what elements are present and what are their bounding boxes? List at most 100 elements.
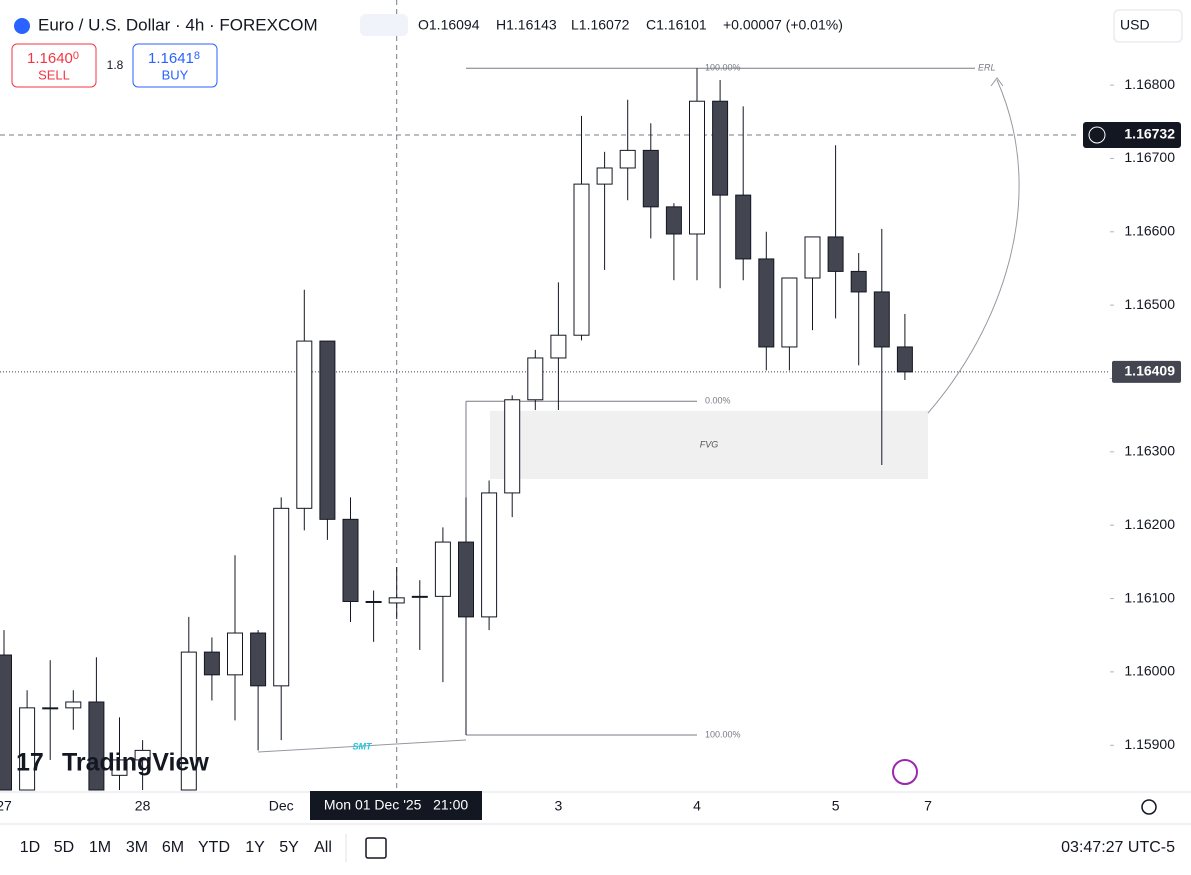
candle-body xyxy=(573,183,590,336)
candle-body xyxy=(88,701,105,791)
candle-body xyxy=(273,507,290,687)
candle-body xyxy=(735,194,752,260)
range-button[interactable]: 6M xyxy=(162,839,184,856)
erl-arrow xyxy=(927,77,1020,414)
range-button[interactable]: 5D xyxy=(54,839,74,856)
sell-button[interactable] xyxy=(11,43,97,88)
symbol-title: Euro / U.S. Dollar · 4h · FOREXCOM xyxy=(38,15,318,34)
logo-mark: 17 xyxy=(16,749,44,777)
buy-button[interactable] xyxy=(132,43,218,88)
candle-body xyxy=(296,340,313,509)
x-tick-label: Dec xyxy=(269,798,294,814)
fib-label: 0.00% xyxy=(705,396,731,406)
range-button[interactable]: 1D xyxy=(20,839,40,856)
smt-label: SMT xyxy=(353,741,374,751)
y-tick-label: 1.16300 xyxy=(1124,443,1175,459)
ohlc-open: O1.16094 xyxy=(418,17,480,33)
clock: 03:47:27 UTC-5 xyxy=(1061,839,1175,856)
range-button[interactable]: YTD xyxy=(198,839,230,856)
candle-body xyxy=(250,632,267,687)
candle-body xyxy=(458,541,474,618)
candle-body xyxy=(896,346,913,373)
y-tick-label: 1.16800 xyxy=(1124,76,1175,92)
buy-price: 1.16418 xyxy=(148,50,200,67)
crosshair-price-label: 1.16732 xyxy=(1124,126,1175,142)
range-button[interactable]: 1Y xyxy=(245,839,265,856)
candle-body xyxy=(365,600,382,603)
candle-body xyxy=(481,492,498,618)
range-button[interactable]: 1M xyxy=(89,839,111,856)
x-tick-label: 28 xyxy=(135,798,151,814)
lightning-icon[interactable] xyxy=(892,759,918,785)
y-tick-label: 1.16500 xyxy=(1124,296,1175,312)
range-button[interactable]: 3M xyxy=(126,839,148,856)
candle-body xyxy=(42,707,59,710)
last-price-label: 1.16409 xyxy=(1124,363,1175,379)
settings-icon[interactable] xyxy=(1141,799,1157,815)
candle-body xyxy=(596,167,613,185)
fvg-zone xyxy=(490,410,928,479)
y-tick-label: 1.16700 xyxy=(1124,149,1175,165)
y-tick-label: 1.16100 xyxy=(1124,589,1175,605)
spread: 1.8 xyxy=(107,58,124,72)
candle-body xyxy=(111,759,128,776)
y-tick-label: 1.16000 xyxy=(1124,663,1175,679)
logo: TradingView xyxy=(62,749,209,777)
candle-body xyxy=(689,100,705,235)
y-tick-label: 1.15900 xyxy=(1124,736,1175,752)
candle-body xyxy=(388,597,405,604)
fvg-label: FVG xyxy=(700,439,719,449)
sell-price: 1.16400 xyxy=(27,50,79,67)
x-tick-label: 7 xyxy=(924,798,932,814)
x-tick-label: 5 xyxy=(832,798,840,814)
smt-line xyxy=(257,739,467,753)
candle-body xyxy=(319,340,336,520)
candle-body xyxy=(65,701,82,709)
candle-body xyxy=(642,149,659,208)
x-tick-label: 3 xyxy=(555,798,563,814)
candle-body xyxy=(504,399,521,494)
currency: USD xyxy=(1120,17,1150,33)
currency-button[interactable] xyxy=(1113,9,1183,43)
plot-area: FVG 100.00% 0.00% 100.00% ERL SMT xyxy=(0,0,1110,792)
candle-body xyxy=(180,651,197,791)
candle-body xyxy=(850,270,867,293)
candle-body xyxy=(665,206,682,235)
candle-body xyxy=(758,258,775,348)
y-tick-label: 1.16200 xyxy=(1124,516,1175,532)
candle-body xyxy=(19,707,36,791)
erl-label: ERL xyxy=(978,63,996,73)
candle-body xyxy=(619,149,636,169)
candle-body xyxy=(527,357,544,401)
candle-body xyxy=(0,654,12,791)
x-tick-label: 27 xyxy=(0,798,12,814)
candle-body xyxy=(434,541,451,597)
add-alert-icon[interactable] xyxy=(1088,126,1106,144)
status-badge xyxy=(360,14,408,36)
sell-label: SELL xyxy=(38,67,70,82)
x-tick-label: 4 xyxy=(693,798,701,814)
symbol-icon xyxy=(14,18,30,34)
candle-body xyxy=(550,334,567,359)
ohlc-change: +0.00007 (+0.01%) xyxy=(723,17,843,33)
candle-body xyxy=(712,100,729,196)
y-tick-label: 1.16600 xyxy=(1124,222,1175,238)
candle-body xyxy=(203,651,220,676)
candle-body xyxy=(342,518,359,602)
ohlc-high: H1.16143 xyxy=(496,17,557,33)
crosshair-x-label: Mon 01 Dec '25 21:00 xyxy=(324,797,469,813)
candle-body xyxy=(804,236,821,279)
candle-body xyxy=(781,277,798,348)
range-button[interactable]: All xyxy=(314,839,332,856)
candle-body xyxy=(873,291,890,348)
candle-body xyxy=(227,632,243,676)
crosshair-price-tag xyxy=(1083,121,1181,148)
range-button[interactable]: 5Y xyxy=(279,839,299,856)
ohlc-close: C1.16101 xyxy=(646,17,707,33)
date-range-icon[interactable] xyxy=(365,837,387,859)
candle-body xyxy=(827,236,844,272)
fib-label: 100.00% xyxy=(705,729,741,739)
buy-label: BUY xyxy=(162,67,189,82)
candle-body xyxy=(134,749,151,761)
